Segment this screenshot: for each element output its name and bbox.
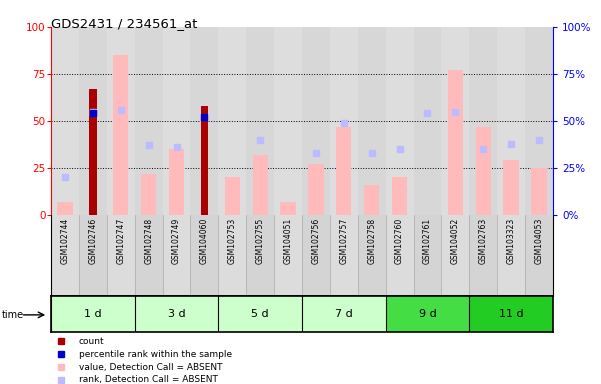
- Bar: [274, 27, 302, 215]
- Bar: [191, 215, 218, 296]
- Bar: [252, 155, 268, 215]
- Bar: [135, 27, 163, 215]
- Bar: [89, 89, 97, 215]
- Bar: [135, 296, 218, 332]
- Bar: [302, 215, 330, 296]
- Text: rank, Detection Call = ABSENT: rank, Detection Call = ABSENT: [79, 375, 218, 384]
- Bar: [441, 215, 469, 296]
- Text: GSM102747: GSM102747: [116, 217, 125, 264]
- Bar: [386, 296, 469, 332]
- Text: GSM102748: GSM102748: [144, 217, 153, 263]
- Text: GSM102755: GSM102755: [255, 217, 264, 264]
- Text: count: count: [79, 337, 105, 346]
- Bar: [358, 27, 386, 215]
- Text: GSM102758: GSM102758: [367, 217, 376, 263]
- Text: GSM102761: GSM102761: [423, 217, 432, 263]
- Bar: [302, 27, 330, 215]
- Bar: [441, 27, 469, 215]
- Bar: [107, 215, 135, 296]
- Bar: [218, 215, 246, 296]
- Text: GSM104051: GSM104051: [284, 217, 293, 264]
- Bar: [386, 215, 413, 296]
- Bar: [525, 215, 553, 296]
- Text: GSM102763: GSM102763: [479, 217, 488, 264]
- Text: 9 d: 9 d: [418, 309, 436, 319]
- Bar: [364, 185, 379, 215]
- Bar: [141, 174, 156, 215]
- Bar: [504, 161, 519, 215]
- Text: GSM102756: GSM102756: [311, 217, 320, 264]
- Text: GSM104060: GSM104060: [200, 217, 209, 264]
- Bar: [163, 215, 191, 296]
- Bar: [51, 27, 79, 215]
- Text: 7 d: 7 d: [335, 309, 353, 319]
- Bar: [330, 215, 358, 296]
- Text: GSM102753: GSM102753: [228, 217, 237, 264]
- Text: GSM102744: GSM102744: [61, 217, 70, 264]
- Bar: [225, 177, 240, 215]
- Bar: [497, 215, 525, 296]
- Bar: [113, 55, 129, 215]
- Bar: [525, 27, 553, 215]
- Bar: [135, 215, 163, 296]
- Bar: [308, 164, 323, 215]
- Text: GSM102746: GSM102746: [88, 217, 97, 264]
- Bar: [218, 27, 246, 215]
- Bar: [169, 149, 185, 215]
- Bar: [531, 168, 547, 215]
- Text: 5 d: 5 d: [251, 309, 269, 319]
- Bar: [448, 70, 463, 215]
- Text: value, Detection Call = ABSENT: value, Detection Call = ABSENT: [79, 363, 222, 372]
- Bar: [201, 106, 209, 215]
- Bar: [163, 27, 191, 215]
- Bar: [469, 27, 497, 215]
- Bar: [413, 215, 441, 296]
- Bar: [51, 296, 135, 332]
- Text: GSM102760: GSM102760: [395, 217, 404, 264]
- Text: percentile rank within the sample: percentile rank within the sample: [79, 350, 232, 359]
- Bar: [218, 296, 302, 332]
- Bar: [274, 215, 302, 296]
- Bar: [246, 215, 274, 296]
- Text: 11 d: 11 d: [499, 309, 523, 319]
- Bar: [358, 215, 386, 296]
- Bar: [392, 177, 407, 215]
- Bar: [281, 202, 296, 215]
- Text: GSM104053: GSM104053: [534, 217, 543, 264]
- Text: time: time: [2, 310, 24, 320]
- Bar: [191, 27, 218, 215]
- Bar: [79, 215, 107, 296]
- Bar: [51, 215, 79, 296]
- Text: GSM104052: GSM104052: [451, 217, 460, 264]
- Text: GSM102749: GSM102749: [172, 217, 181, 264]
- Bar: [246, 27, 274, 215]
- Text: 1 d: 1 d: [84, 309, 102, 319]
- Bar: [57, 202, 73, 215]
- Bar: [79, 27, 107, 215]
- Bar: [475, 127, 491, 215]
- Text: GSM103323: GSM103323: [507, 217, 516, 264]
- Bar: [330, 27, 358, 215]
- Bar: [107, 27, 135, 215]
- Text: GSM102757: GSM102757: [340, 217, 349, 264]
- Bar: [497, 27, 525, 215]
- Bar: [413, 27, 441, 215]
- Text: 3 d: 3 d: [168, 309, 185, 319]
- Bar: [386, 27, 413, 215]
- Bar: [302, 296, 386, 332]
- Bar: [336, 127, 352, 215]
- Bar: [469, 215, 497, 296]
- Text: GDS2431 / 234561_at: GDS2431 / 234561_at: [51, 17, 198, 30]
- Bar: [469, 296, 553, 332]
